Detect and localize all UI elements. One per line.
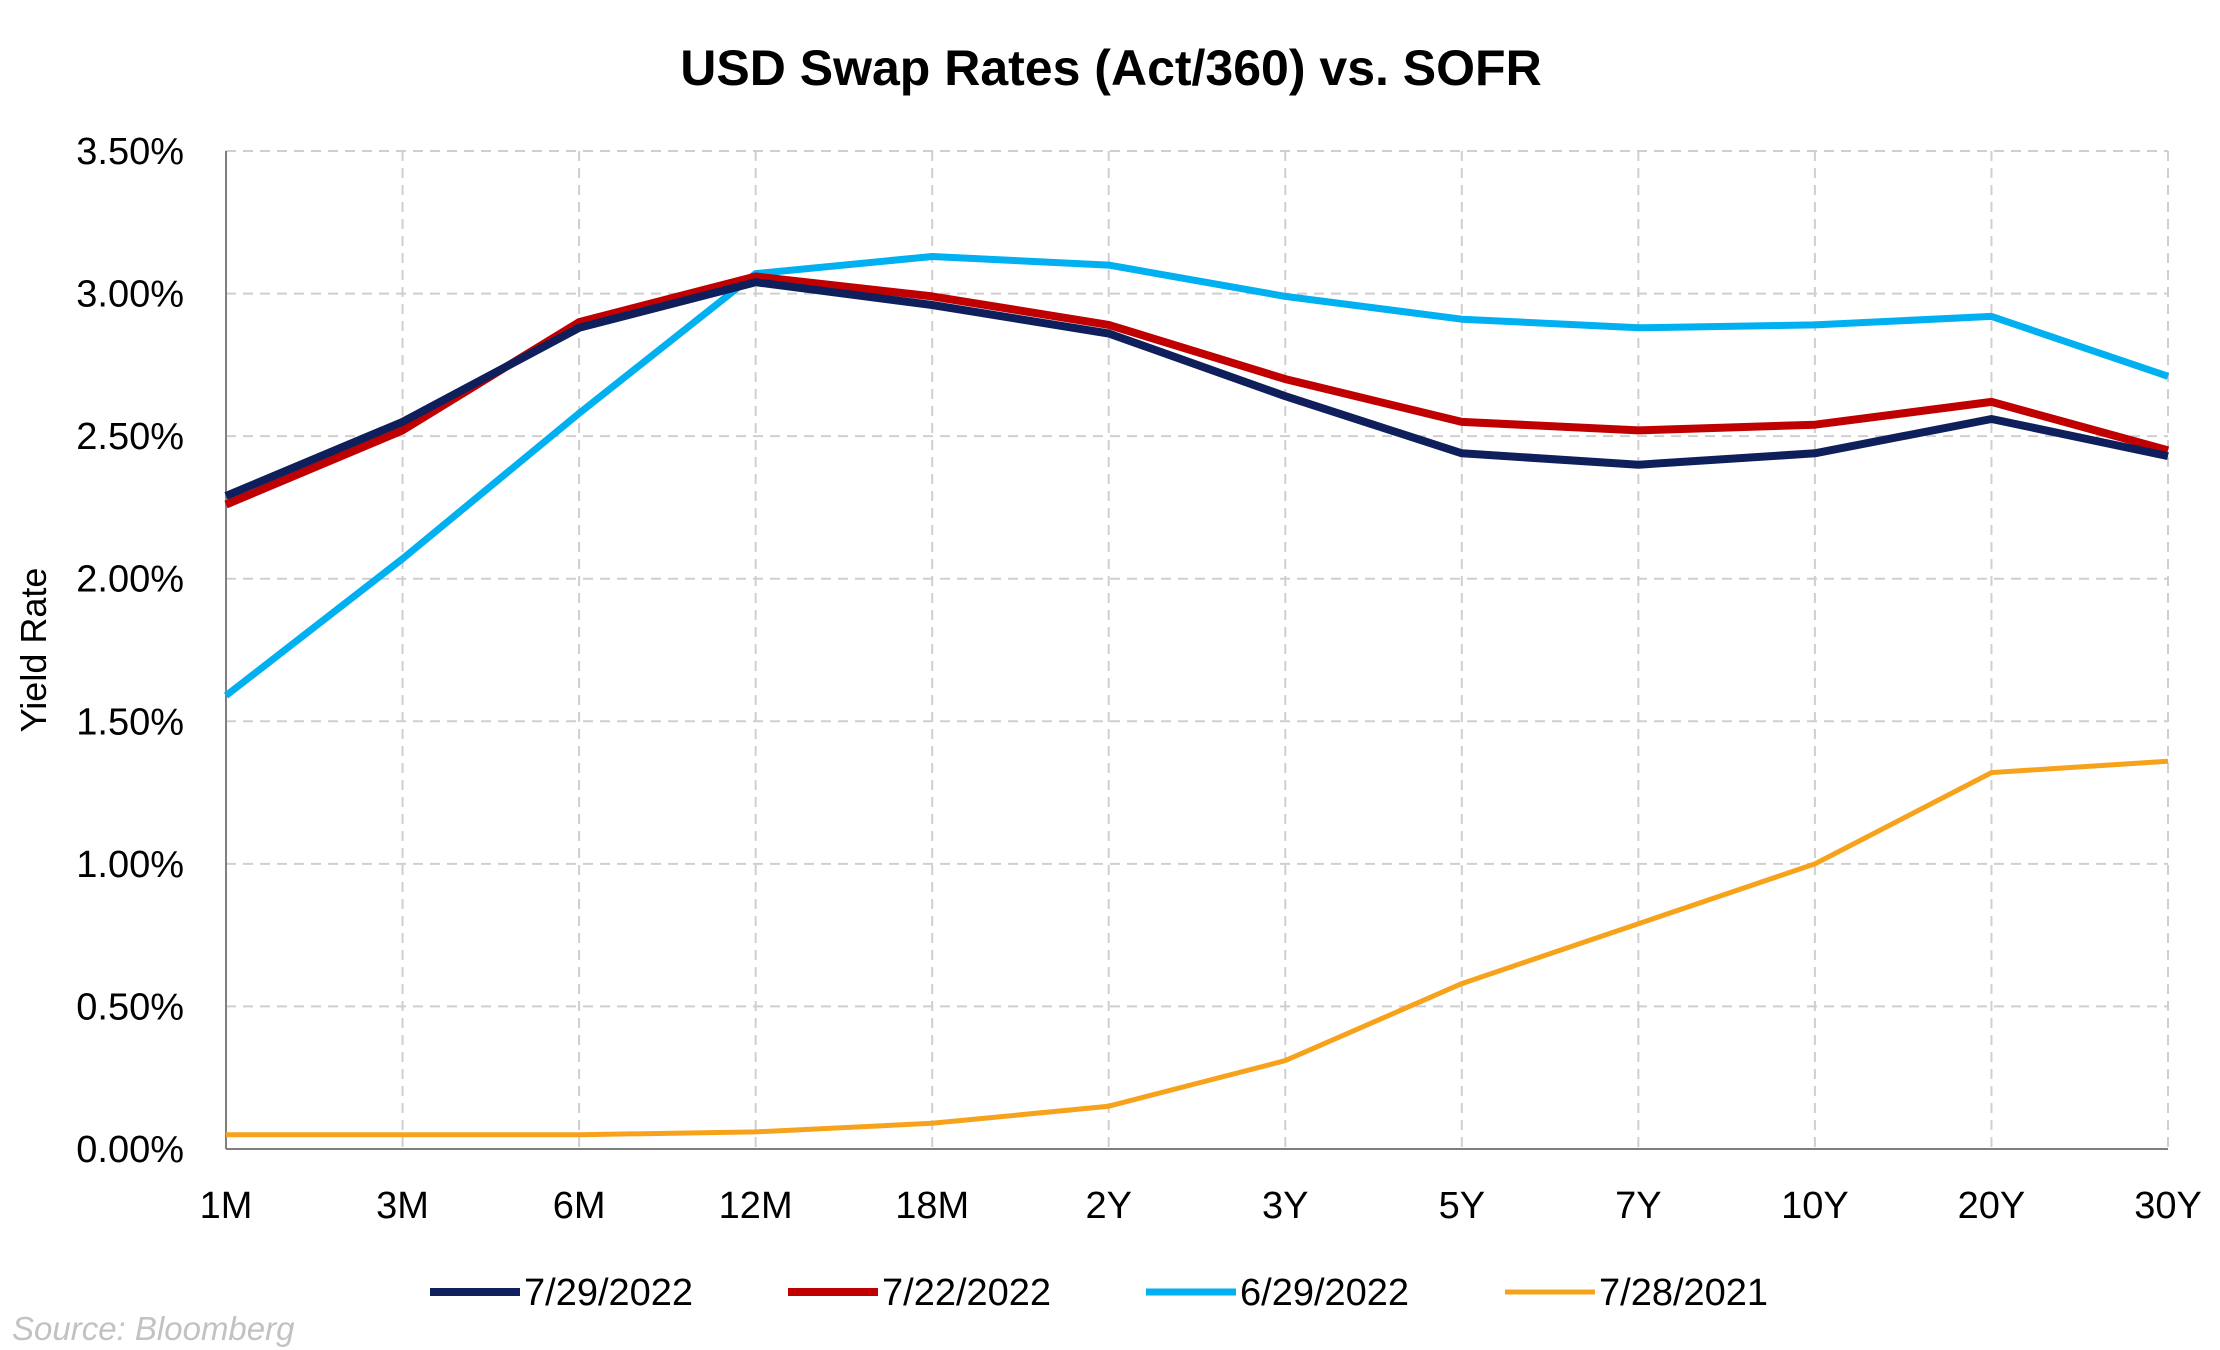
y-tick-label: 2.00% (76, 559, 184, 601)
y-tick-label: 3.00% (76, 274, 184, 316)
x-tick-label: 12M (719, 1185, 793, 1227)
x-tick-label: 3M (376, 1185, 429, 1227)
x-tick-label: 7Y (1615, 1185, 1661, 1227)
y-tick-label: 2.50% (76, 416, 184, 458)
x-tick-label: 18M (895, 1185, 969, 1227)
source-note: Source: Bloomberg (12, 1310, 295, 1347)
x-tick-label: 5Y (1439, 1185, 1485, 1227)
y-tick-label: 3.50% (76, 131, 184, 173)
x-tick-label: 2Y (1085, 1185, 1131, 1227)
x-tick-label: 20Y (1958, 1185, 2026, 1227)
y-tick-label: 1.00% (76, 844, 184, 886)
y-axis-label: Yield Rate (13, 568, 54, 733)
y-tick-label: 1.50% (76, 701, 184, 743)
chart-title: USD Swap Rates (Act/360) vs. SOFR (680, 40, 1541, 96)
legend-label: 7/29/2022 (524, 1272, 693, 1314)
y-tick-label: 0.50% (76, 986, 184, 1028)
legend-label: 6/29/2022 (1240, 1272, 1409, 1314)
x-tick-label: 3Y (1262, 1185, 1308, 1227)
x-tick-label: 1M (200, 1185, 253, 1227)
x-tick-label: 30Y (2134, 1185, 2202, 1227)
x-tick-label: 10Y (1781, 1185, 1849, 1227)
legend-label: 7/28/2021 (1599, 1272, 1768, 1314)
legend-label: 7/22/2022 (882, 1272, 1051, 1314)
y-tick-label: 0.00% (76, 1129, 184, 1171)
x-tick-label: 6M (553, 1185, 606, 1227)
